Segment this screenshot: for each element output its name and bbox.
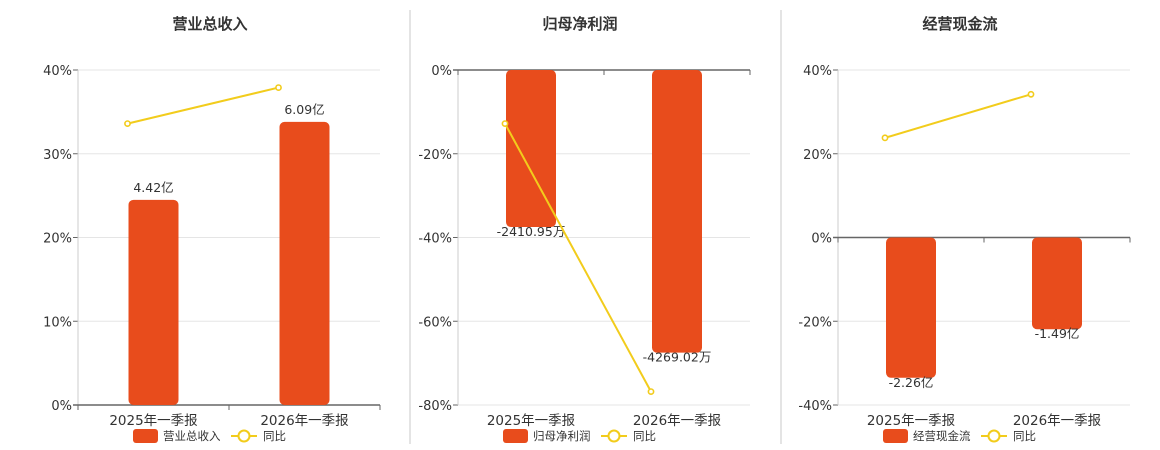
y-tick-label: -20%	[798, 315, 832, 330]
y-tick-label: 10%	[43, 315, 72, 330]
legend-label: 归母净利润	[533, 429, 591, 443]
legend-marker	[607, 429, 621, 443]
y-tick-label: 20%	[803, 148, 832, 163]
legend-swatch-bar	[503, 429, 528, 443]
chart-panel-3: 经营现金流 -40% -20% 0% 20% 40% 2025年一季报 2026年一季报 -2.…	[798, 15, 1131, 443]
chart-title: 经营现金流	[922, 15, 997, 33]
x-tick-label: 2026年一季报	[260, 413, 348, 429]
chart-title: 营业总收入	[172, 15, 247, 33]
y-tick-label: 0%	[51, 399, 72, 414]
data-label: 6.09亿	[284, 102, 324, 117]
y-tick-label: -40%	[418, 232, 452, 247]
yoy-line	[504, 123, 652, 393]
y-tick-label: -40%	[798, 399, 832, 414]
data-label: 4.42亿	[133, 180, 173, 195]
x-tick-label: 2026年一季报	[633, 413, 721, 429]
yoy-line	[884, 93, 1032, 139]
bar	[1032, 237, 1082, 330]
x-tick-label: 2025年一季报	[487, 413, 575, 429]
data-label: -2410.95万	[497, 224, 566, 239]
y-tick-label: -80%	[418, 399, 452, 414]
bar	[279, 121, 330, 406]
x-tick-label: 2025年一季报	[109, 413, 197, 429]
x-tick-label: 2026年一季报	[1013, 413, 1101, 429]
bar	[128, 199, 179, 405]
y-tick-label: -60%	[418, 315, 452, 330]
y-tick-label: 20%	[43, 232, 72, 247]
data-label: -4269.02万	[643, 350, 712, 365]
chart-title: 归母净利润	[542, 15, 617, 33]
legend-label: 经营现金流	[913, 429, 971, 443]
legend-marker	[987, 429, 1001, 443]
y-tick-label: -20%	[418, 148, 452, 163]
bar	[886, 237, 936, 378]
legend-label: 同比	[633, 429, 656, 443]
chart-panel-1: 营业总收入 0% 10% 20% 30% 40% 2025年一季报 2026年一季报 4.42亿…	[43, 15, 381, 443]
data-label: -1.49亿	[1035, 326, 1080, 341]
legend-marker	[237, 429, 251, 443]
yoy-point	[881, 134, 889, 142]
data-label: -2.26亿	[889, 375, 934, 390]
legend-swatch-bar	[883, 429, 908, 443]
legend-label: 同比	[1013, 429, 1036, 443]
yoy-line	[127, 86, 279, 125]
yoy-point	[501, 120, 509, 127]
y-tick-label: 40%	[43, 64, 72, 79]
legend: 归母净利润 同比	[503, 429, 656, 443]
legend-label: 营业总收入	[163, 429, 221, 443]
yoy-point	[647, 388, 655, 395]
y-tick-label: 0%	[811, 232, 832, 247]
bar	[652, 70, 702, 353]
bar	[506, 70, 556, 228]
y-tick-label: 40%	[803, 64, 832, 79]
y-tick-label: 0%	[431, 64, 452, 79]
legend-label: 同比	[263, 429, 286, 443]
legend: 经营现金流 同比	[883, 429, 1036, 443]
y-tick-label: 30%	[43, 148, 72, 163]
yoy-point	[1027, 90, 1035, 98]
yoy-point	[275, 84, 282, 91]
x-tick-label: 2025年一季报	[867, 413, 955, 429]
yoy-point	[124, 120, 131, 127]
legend-swatch-bar	[133, 429, 158, 443]
chart-panel-2: 归母净利润 -80% -60% -40% -20% 0% 2025年一季报 2026年一季报 -…	[418, 15, 751, 443]
legend: 营业总收入 同比	[133, 429, 286, 443]
